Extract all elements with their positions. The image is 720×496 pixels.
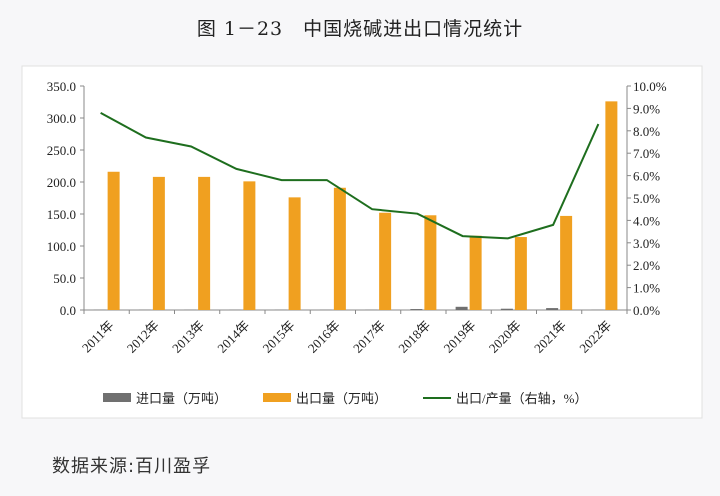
- legend-swatch-export: [263, 393, 291, 402]
- left-tick-label: 150.0: [47, 207, 76, 222]
- import-bar: [500, 308, 513, 310]
- legend-label-export: 出口量（万吨）: [296, 391, 387, 406]
- chart-svg: 0.0 50.0 100.0 150.0 200.0 250.0 300.0 350.0 0.0…: [21, 65, 703, 419]
- export-bar: [198, 176, 211, 310]
- right-tick-label: 0.0%: [633, 303, 660, 318]
- export-bar: [288, 197, 301, 310]
- export-bar: [243, 181, 256, 310]
- import-bar: [410, 309, 423, 310]
- import-bar: [455, 306, 468, 310]
- right-tick-label: 2.0%: [633, 258, 660, 273]
- left-tick-label: 350.0: [47, 79, 76, 94]
- chart-title: 图 1－23 中国烧碱进出口情况统计: [196, 18, 524, 40]
- right-tick-label: 6.0%: [633, 169, 660, 184]
- ratio-line: [100, 112, 600, 240]
- export-bar: [424, 215, 437, 310]
- data-source: 数据来源:百川盈孚: [52, 456, 212, 477]
- right-tick-label: 4.0%: [633, 213, 660, 228]
- legend-label-import: 进口量（万吨）: [136, 391, 227, 406]
- export-bar: [605, 101, 618, 310]
- left-tick-label: 100.0: [47, 239, 76, 254]
- left-tick-label: 0.0: [60, 303, 76, 318]
- right-tick-label: 8.0%: [633, 124, 660, 139]
- legend-swatch-import: [103, 393, 131, 402]
- export-bar: [107, 171, 120, 310]
- right-tick-label: 3.0%: [633, 236, 660, 251]
- right-tick-label: 7.0%: [633, 146, 660, 161]
- right-tick-label: 9.0%: [633, 101, 660, 116]
- right-tick-label: 10.0%: [633, 79, 667, 94]
- export-bar: [469, 235, 482, 310]
- left-tick-label: 200.0: [47, 175, 76, 190]
- right-tick-label: 1.0%: [633, 281, 660, 296]
- export-bar: [514, 237, 527, 310]
- right-tick-label: 5.0%: [633, 191, 660, 206]
- import-bar: [546, 308, 559, 310]
- export-bar: [379, 212, 392, 310]
- export-bar: [152, 176, 165, 310]
- left-tick-label: 250.0: [47, 143, 76, 158]
- export-bar: [333, 187, 346, 310]
- export-bar: [560, 215, 573, 310]
- left-tick-label: 300.0: [47, 111, 76, 126]
- left-tick-label: 50.0: [53, 271, 76, 286]
- legend-label-ratio: 出口/产量（右轴，%）: [456, 391, 587, 406]
- plot-panel: [21, 65, 703, 419]
